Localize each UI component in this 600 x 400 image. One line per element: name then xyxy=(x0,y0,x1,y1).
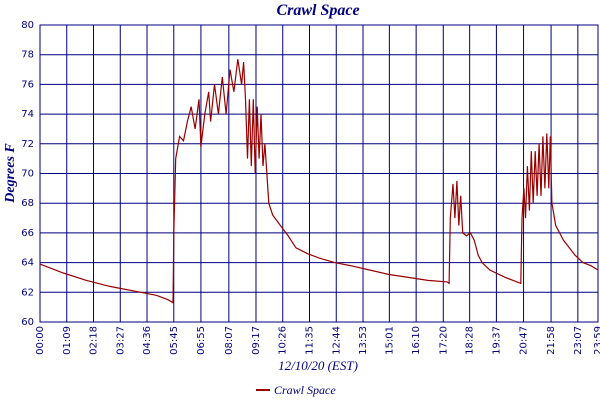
x-tick-label: 23:59 xyxy=(593,326,600,355)
y-tick-label: 70 xyxy=(21,169,34,180)
y-tick-label: 60 xyxy=(21,317,34,328)
x-tick-label: 19:37 xyxy=(491,326,502,355)
y-tick-label: 80 xyxy=(21,20,34,31)
x-tick-label: 01:09 xyxy=(62,326,73,355)
x-tick-label: 11:35 xyxy=(304,326,315,355)
x-tick-label: 12:44 xyxy=(331,326,342,355)
y-tick-label: 74 xyxy=(21,109,34,120)
x-tick-label: 15:01 xyxy=(384,326,395,355)
x-tick-label: 21:58 xyxy=(546,326,557,355)
x-tick-label: 20:47 xyxy=(519,326,530,355)
x-tick-label: 16:10 xyxy=(411,326,422,355)
y-tick-label: 66 xyxy=(21,228,34,239)
x-tick-label: 05:45 xyxy=(169,326,180,355)
x-tick-label: 00:00 xyxy=(35,326,46,355)
x-tick-label: 10:26 xyxy=(278,326,289,355)
chart-title: Crawl Space xyxy=(276,2,359,19)
x-tick-label: 09:17 xyxy=(251,326,262,355)
y-tick-label: 72 xyxy=(21,139,34,150)
y-axis-label: Degrees F xyxy=(3,143,18,204)
y-tick-label: 68 xyxy=(21,198,34,209)
x-tick-label: 02:18 xyxy=(89,326,100,355)
y-tick-label: 64 xyxy=(21,258,34,269)
x-tick-label: 18:28 xyxy=(465,326,476,355)
x-tick-label: 04:36 xyxy=(142,326,153,355)
x-tick-label: 08:07 xyxy=(224,326,235,355)
x-tick-label: 23:07 xyxy=(573,326,584,355)
y-tick-label: 76 xyxy=(21,79,34,90)
x-tick-label: 03:27 xyxy=(115,326,126,355)
y-tick-label: 78 xyxy=(21,50,34,61)
data-line xyxy=(39,59,599,304)
legend-label: Crawl Space xyxy=(274,383,336,397)
x-axis-label: 12/10/20 (EST) xyxy=(278,358,358,373)
x-tick-label: 13:53 xyxy=(358,326,369,355)
x-tick-label: 06:55 xyxy=(196,326,207,355)
x-tick-label: 17:20 xyxy=(438,326,449,355)
y-tick-label: 62 xyxy=(21,287,34,298)
